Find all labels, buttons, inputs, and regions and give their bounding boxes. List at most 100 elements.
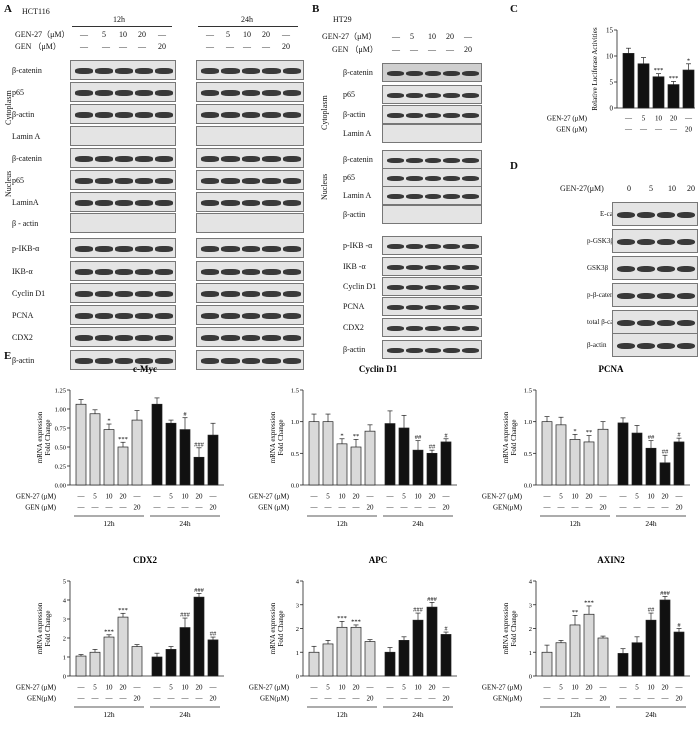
panel-b-row-label: p65 bbox=[343, 173, 355, 182]
significance-mark: *** bbox=[351, 618, 361, 625]
panel-d-blot-band bbox=[677, 319, 695, 327]
panel-b-blot-band bbox=[462, 325, 479, 331]
panel-d-row-label: GSK3β bbox=[587, 264, 609, 272]
panel-d-blot-band bbox=[617, 319, 635, 327]
chart-c-myc: c-Myc 0.00 0.25 0.50 0.75 1.00 1.25 mRNA expres… bbox=[16, 364, 224, 528]
y-tick-label: 2 bbox=[529, 626, 532, 633]
panel-b-blot-band bbox=[387, 325, 404, 331]
significance-mark: ## bbox=[662, 449, 669, 456]
panel-a-blot-24h-band bbox=[201, 200, 220, 206]
panel-b-blot-band bbox=[405, 264, 423, 270]
panel-d-blot-band bbox=[657, 319, 675, 327]
panel-a-blot-12h-band bbox=[95, 68, 113, 74]
panel-a-blot-24h bbox=[196, 170, 304, 190]
y-tick-label: 4 bbox=[296, 579, 300, 586]
gen-dose: — bbox=[119, 504, 128, 512]
y-tick-label: 3 bbox=[296, 602, 299, 609]
panel-a-blot-12h-band bbox=[135, 335, 153, 341]
significance-mark: ### bbox=[180, 612, 191, 619]
panel-d-blot-band bbox=[657, 265, 675, 273]
panel-a-blot-12h-band bbox=[115, 246, 133, 252]
gen-dose: 20 bbox=[443, 504, 451, 512]
y-axis-label: mRNA expression bbox=[502, 602, 510, 654]
panel-a-blot-12h bbox=[70, 350, 176, 370]
panel-b-blot-band bbox=[405, 243, 423, 249]
panel-a-blot-24h-band bbox=[241, 178, 261, 184]
panel-b-gen-dose: 20 bbox=[464, 45, 472, 54]
gen27-dose: — bbox=[153, 684, 162, 692]
panel-d-row-label: p-GSK3β(S9) bbox=[587, 237, 626, 245]
bar bbox=[541, 651, 553, 677]
panel-a-blot-24h-band bbox=[262, 178, 281, 184]
panel-a-blot-24h-band bbox=[262, 313, 281, 319]
panel-a-gen-dose-12h: — bbox=[119, 42, 127, 51]
panel-a-blot-24h-band bbox=[201, 246, 220, 252]
panel-b-blot-band bbox=[443, 112, 461, 118]
panel-a-gen-label: GEN （μM） bbox=[15, 42, 61, 51]
panel-a-row-label: CDX2 bbox=[12, 333, 33, 342]
panel-a-blot-24h-band bbox=[282, 68, 301, 74]
gen-dose: 20 bbox=[134, 504, 142, 512]
bar bbox=[652, 76, 665, 109]
y-tick-label: 0.5 bbox=[524, 451, 532, 458]
panel-b-cell-line: HT29 bbox=[333, 15, 352, 24]
panel-b-row-label: p65 bbox=[343, 90, 355, 99]
panel-b-blot-band bbox=[462, 264, 479, 270]
panel-a-blot-24h-band bbox=[221, 68, 240, 74]
y-tick-label: 1.25 bbox=[55, 388, 66, 395]
gen27-dose: — bbox=[619, 493, 628, 501]
bar bbox=[103, 636, 115, 677]
panel-d-blot-band bbox=[657, 238, 675, 246]
row-label-gen: GEN (μM) bbox=[258, 504, 289, 512]
panel-b-blot-band bbox=[405, 304, 423, 310]
gen-dose: — bbox=[352, 504, 361, 512]
panel-a-blot-24h-band bbox=[262, 200, 281, 206]
significance-mark: * bbox=[573, 428, 576, 435]
panel-d-blot bbox=[612, 256, 698, 280]
panel-a-blot-12h-band bbox=[155, 358, 173, 364]
panel-a-blot-24h bbox=[196, 327, 304, 347]
gen27-dose: 10 bbox=[415, 493, 423, 501]
y-axis-label: mRNA expression bbox=[502, 411, 510, 463]
panel-a-blot-12h-band bbox=[75, 156, 93, 162]
panel-b-blot-band bbox=[462, 304, 479, 310]
gen27-dose: 10 bbox=[572, 684, 580, 692]
gen-dose: — bbox=[400, 695, 409, 703]
gen-dose: — bbox=[91, 695, 100, 703]
y-tick-label: 1.5 bbox=[524, 388, 532, 395]
panel-a-blot-24h-band bbox=[282, 291, 301, 297]
panel-a-blot-12h-band bbox=[75, 291, 93, 297]
significance-mark: ### bbox=[413, 607, 424, 614]
gen-dose: — bbox=[624, 126, 633, 134]
significance-mark: # bbox=[677, 622, 681, 629]
panel-b-blot-band bbox=[443, 284, 461, 290]
gen-dose: 20 bbox=[443, 695, 451, 703]
gen27-dose: 20 bbox=[196, 493, 204, 501]
chart-title: Cyclin D1 bbox=[359, 364, 398, 374]
panel-a-blot-24h-band bbox=[262, 90, 281, 96]
panel-a-cell-line: HCT116 bbox=[22, 7, 50, 16]
gen27-dose: 5 bbox=[402, 493, 406, 501]
gen27-dose: 10 bbox=[106, 493, 114, 501]
panel-d-label: D bbox=[510, 160, 518, 172]
y-tick-label: 0.50 bbox=[55, 445, 66, 452]
panel-b-blot-band bbox=[405, 175, 423, 181]
panel-d-row-label: p-β-catenin(S37) bbox=[587, 291, 635, 299]
y-tick-label: 1.0 bbox=[524, 419, 532, 426]
gen27-dose: 10 bbox=[655, 115, 663, 123]
panel-a-time-12h: 12h bbox=[113, 15, 125, 24]
panel-d-blot-band bbox=[637, 211, 655, 219]
panel-a-blot-12h-band bbox=[155, 335, 173, 341]
gen-dose: — bbox=[428, 695, 437, 703]
gen-dose: — bbox=[661, 695, 670, 703]
panel-a-blot-24h-band bbox=[282, 178, 301, 184]
panel-a-blot-12h-band bbox=[155, 112, 173, 118]
panel-d-blot-band bbox=[637, 265, 655, 273]
panel-b-blot-band bbox=[387, 193, 404, 199]
group-label: 24h bbox=[179, 519, 191, 528]
panel-b-blot-band bbox=[462, 157, 479, 163]
chart-cdx2: CDX2 0 1 2 3 4 5 mRNA expression Fold Change *** *… bbox=[16, 555, 224, 719]
bar bbox=[131, 419, 143, 486]
y-tick-label: 1.5 bbox=[291, 388, 299, 395]
